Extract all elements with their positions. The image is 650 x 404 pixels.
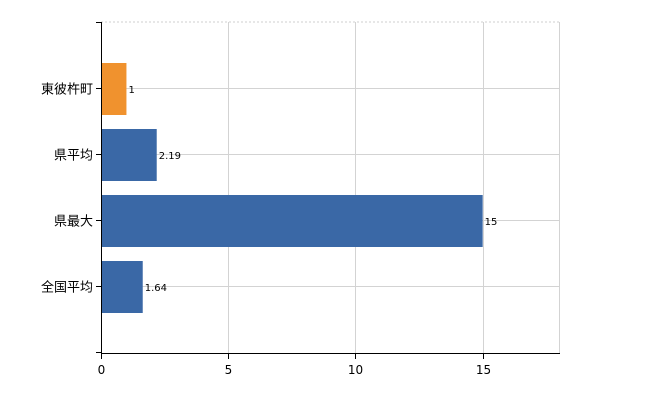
x-tick-label-3: 15 bbox=[476, 363, 491, 377]
x-tick-label-1: 5 bbox=[225, 363, 233, 377]
data-label-1: 2.19 bbox=[159, 151, 181, 162]
x-tick-label-0: 0 bbox=[98, 363, 106, 377]
label-layer: 1 2.19 15 1.64 bbox=[128, 85, 497, 294]
data-label-0: 1 bbox=[128, 85, 134, 96]
grid-layer bbox=[101, 21, 560, 353]
y-tick-label-2: 県最大 bbox=[54, 215, 93, 230]
bar-2 bbox=[101, 195, 483, 247]
x-tick-label-2: 10 bbox=[348, 363, 363, 377]
data-label-2: 15 bbox=[485, 217, 498, 228]
y-tick-label-3: 全国平均 bbox=[41, 280, 93, 296]
y-tick-label-1: 県平均 bbox=[54, 149, 93, 164]
bar-0 bbox=[101, 63, 127, 115]
bar-layer bbox=[101, 63, 483, 313]
y-tick-label-0: 東彼杵町 bbox=[41, 82, 93, 98]
data-label-3: 1.64 bbox=[145, 283, 167, 294]
bar-1 bbox=[101, 129, 157, 181]
bar-3 bbox=[101, 261, 143, 313]
